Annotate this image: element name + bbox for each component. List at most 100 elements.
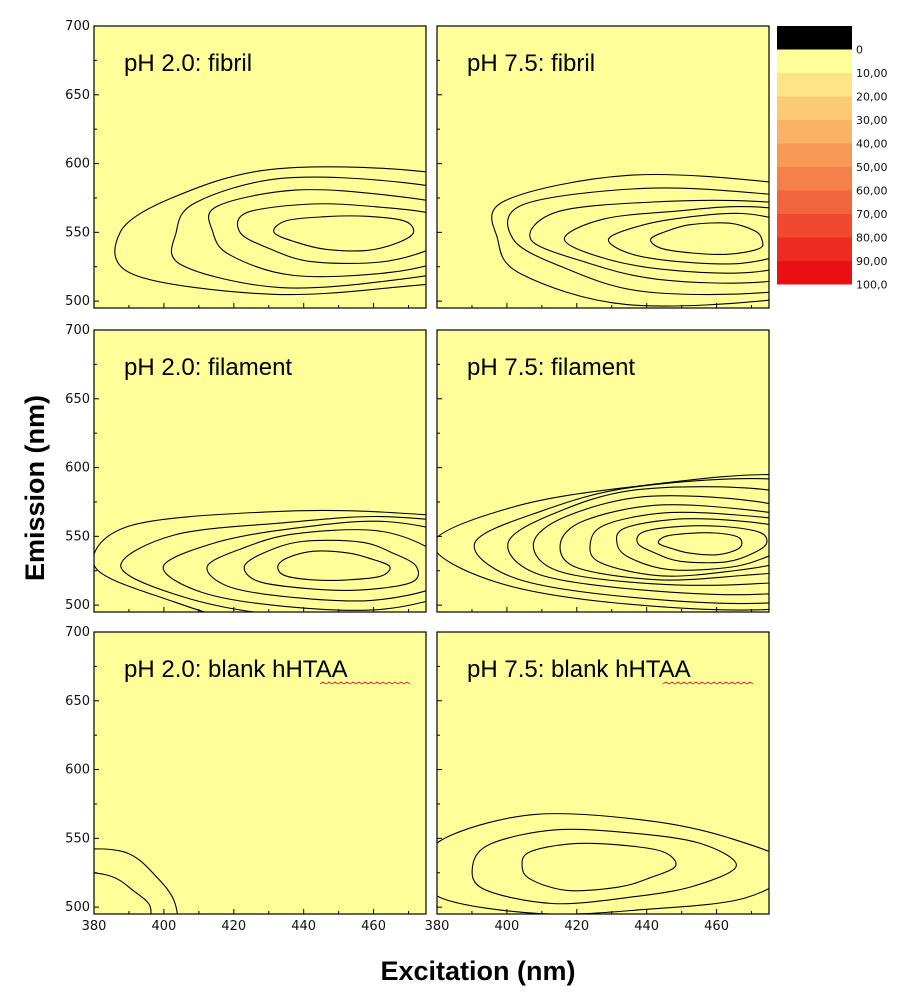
panel-label: pH 7.5: blank hHTAA <box>467 656 691 683</box>
contour-level-6 <box>559 504 769 581</box>
panel-label: pH 7.5: filament <box>467 354 635 381</box>
panel-label: pH 7.5: fibril <box>467 50 595 77</box>
x-tick-label: 380 <box>425 919 450 934</box>
colorbar-swatch <box>777 190 852 214</box>
y-tick-label: 600 <box>65 461 90 476</box>
colorbar-legend: 0 10,00 20,00 30,00 40,00 50,00 60,00 70,00 80,0… <box>777 26 888 292</box>
colorbar-swatch <box>777 143 852 167</box>
contour-level-2 <box>94 509 426 612</box>
panel-background <box>437 26 769 308</box>
contour-level-9 <box>636 525 768 564</box>
colorbar-label: 90,00 <box>856 255 888 268</box>
panel-label: pH 2.0: filament <box>124 354 292 381</box>
contour-level-4 <box>507 486 769 596</box>
contour-panels: pH 2.0: fibril pH 7.5: fibril pH 2.0: fila… <box>93 25 770 915</box>
x-tick-label: 420 <box>564 919 589 934</box>
axis-tick-labels: 500 550 600 650 700 500 550 600 650 700 500 550 600 6… <box>65 19 729 934</box>
panel-ph2-fibril: pH 2.0: fibril <box>93 25 427 309</box>
x-axis-title: Excitation (nm) <box>380 956 575 986</box>
contour-level-5 <box>236 203 426 265</box>
contour-level-5 <box>563 205 769 274</box>
contour-level-4 <box>521 842 677 892</box>
contour-levels <box>491 173 769 307</box>
panel-ph75-filament: pH 7.5: filament <box>436 329 770 613</box>
x-tick-label: 420 <box>221 919 246 934</box>
panel-ph75-fibril: pH 7.5: fibril <box>436 25 770 309</box>
colorbar-swatch <box>777 167 852 191</box>
x-tick-label: 460 <box>361 919 386 934</box>
x-tick-label: 440 <box>291 919 316 934</box>
contour-levels <box>437 474 769 611</box>
contour-level-2 <box>94 848 179 914</box>
contour-level-3 <box>120 515 426 612</box>
panel-background <box>94 26 426 308</box>
contour-levels <box>94 509 426 612</box>
panel-frame <box>93 25 427 309</box>
contour-level-3 <box>170 176 426 289</box>
colorbar-label: 100,0 <box>856 279 888 292</box>
y-tick-label: 700 <box>65 625 90 640</box>
colorbar-label: 30,00 <box>856 114 888 127</box>
panel-label: pH 2.0: blank hHTAA <box>124 656 348 683</box>
x-tick-label: 440 <box>634 919 659 934</box>
y-tick-label: 700 <box>65 323 90 338</box>
y-tick-label: 500 <box>65 900 90 915</box>
panel-frame <box>93 631 427 915</box>
panel-ph2-filament: pH 2.0: filament <box>93 329 427 613</box>
panel-label: pH 2.0: fibril <box>124 50 252 77</box>
y-tick-label: 550 <box>65 225 90 240</box>
contour-level-4 <box>208 189 426 278</box>
panel-ph75-blank: pH 7.5: blank hHTAA <box>436 631 770 915</box>
colorbar-label: 70,00 <box>856 208 888 221</box>
colorbar-label: 10,00 <box>856 67 888 80</box>
contour-level-5 <box>206 529 426 602</box>
x-tick-label: 460 <box>704 919 729 934</box>
contour-levels <box>114 166 426 296</box>
panel-frame <box>436 329 770 613</box>
colorbar-label: 20,00 <box>856 91 888 104</box>
contour-level-5 <box>532 495 769 586</box>
colorbar-label: 80,00 <box>856 232 888 245</box>
colorbar-label: 50,00 <box>856 161 888 174</box>
panel-frame <box>436 631 770 915</box>
colorbar-label: 60,00 <box>856 185 888 198</box>
panel-background <box>94 632 426 914</box>
y-tick-label: 550 <box>65 529 90 544</box>
contour-levels <box>94 848 179 914</box>
colorbar-swatch <box>777 96 852 120</box>
x-tick-label: 380 <box>82 919 107 934</box>
x-tick-label: 400 <box>494 919 519 934</box>
y-tick-label: 650 <box>65 88 90 103</box>
contour-level-2 <box>437 813 769 914</box>
x-tick-label: 400 <box>151 919 176 934</box>
panel-background <box>94 330 426 612</box>
contour-level-3 <box>507 187 769 296</box>
contour-level-4 <box>162 520 426 611</box>
colorbar-swatch <box>777 214 852 238</box>
y-tick-label: 650 <box>65 694 90 709</box>
contour-level-8 <box>615 518 769 571</box>
colorbar-swatch <box>777 26 852 50</box>
colorbar-swatch <box>777 120 852 144</box>
contour-level-3 <box>94 872 152 914</box>
spellcheck-underline <box>319 681 411 685</box>
spellcheck-underline <box>662 681 754 685</box>
colorbar-swatch <box>777 73 852 97</box>
contour-level-6 <box>607 212 769 265</box>
y-tick-label: 550 <box>65 831 90 846</box>
contour-level-2 <box>491 173 769 307</box>
colorbar-swatch <box>777 237 852 261</box>
y-axis-title: Emission (nm) <box>20 395 50 581</box>
panel-background <box>437 330 769 612</box>
panel-background <box>437 632 769 914</box>
contour-level-10 <box>657 532 743 556</box>
contour-levels <box>437 813 769 914</box>
colorbar-label: 40,00 <box>856 138 888 151</box>
contour-level-3 <box>471 828 737 905</box>
contour-level-7 <box>277 550 391 582</box>
contour-level-2 <box>114 166 426 296</box>
contour-level-4 <box>529 199 769 284</box>
contour-level-7 <box>650 222 764 256</box>
y-tick-label: 650 <box>65 392 90 407</box>
